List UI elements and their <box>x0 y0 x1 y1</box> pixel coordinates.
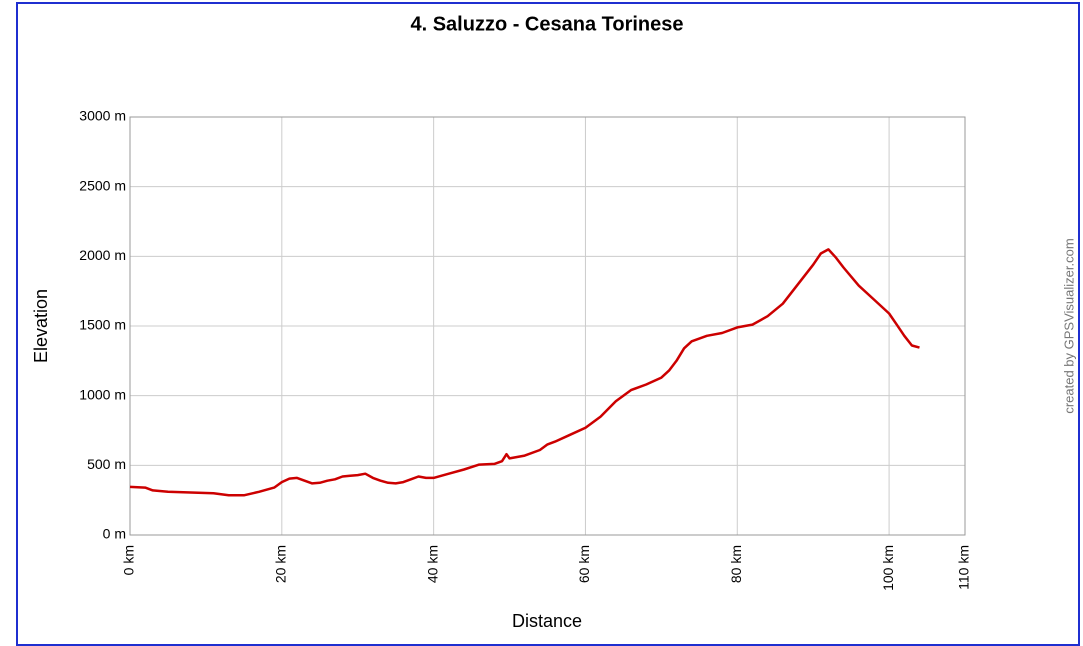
chart-title: 4. Saluzzo - Cesana Torinese <box>410 13 683 35</box>
y-tick-label: 500 m <box>87 456 126 472</box>
plot-border <box>129 116 966 536</box>
x-tick-label: 20 km <box>273 545 289 583</box>
y-tick-label: 1000 m <box>79 386 126 402</box>
frame <box>16 2 1080 646</box>
x-tick-label: 80 km <box>728 545 744 583</box>
y-tick-label: 3000 m <box>79 108 126 124</box>
x-tick-label: 100 km <box>880 545 896 591</box>
x-tick-label: 0 km <box>121 545 137 575</box>
elevation-line <box>129 248 920 497</box>
y-tick-label: 2500 m <box>79 177 126 193</box>
y-tick-label: 1500 m <box>79 317 126 333</box>
x-tick-label: 60 km <box>576 545 592 583</box>
x-axis-label: Distance <box>512 611 582 631</box>
x-tick-label: 110 km <box>956 545 972 590</box>
credit: created by GPSVisualizer.com <box>1061 238 1076 413</box>
x-tick-label: 40 km <box>424 545 440 583</box>
y-tick-label: 2000 m <box>79 247 126 263</box>
y-tick-label: 0 m <box>103 526 126 542</box>
y-axis-label: Elevation <box>31 289 51 363</box>
